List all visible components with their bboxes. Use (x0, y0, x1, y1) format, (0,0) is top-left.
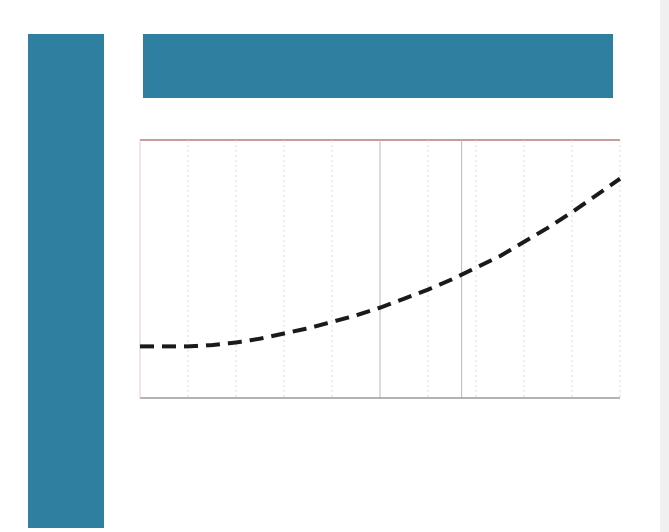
chart (139, 139, 622, 399)
side-banner (28, 34, 104, 528)
page-edge (660, 0, 669, 532)
series-line (140, 177, 622, 349)
chart-title (143, 34, 613, 98)
